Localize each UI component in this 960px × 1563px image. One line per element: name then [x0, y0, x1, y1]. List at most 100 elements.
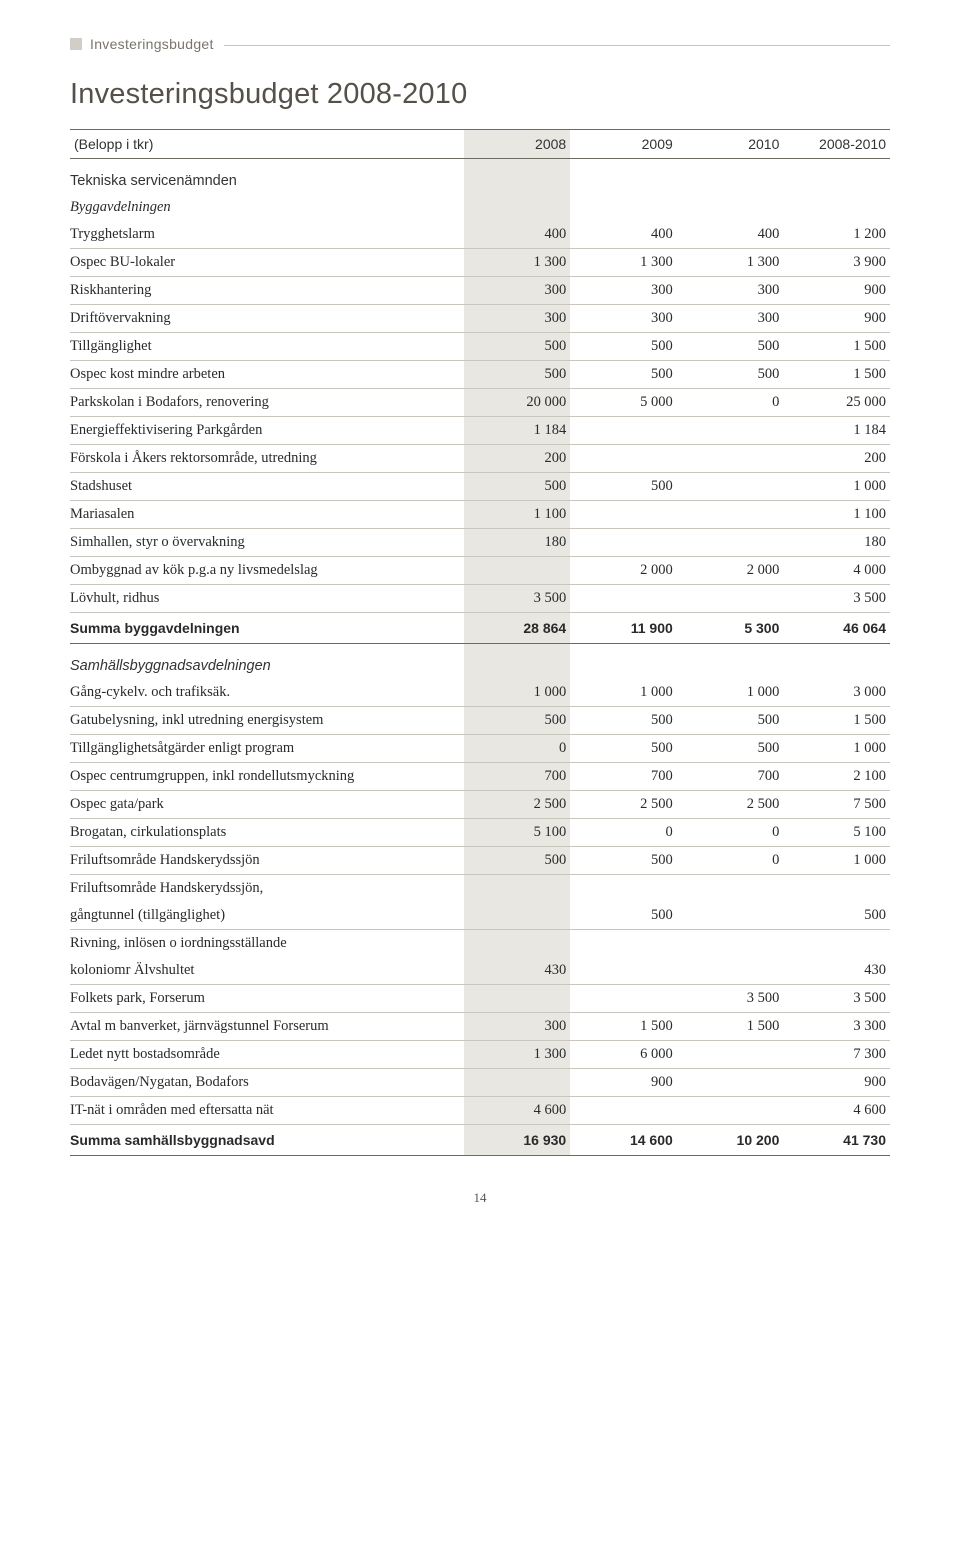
row-label: Brogatan, cirkulationsplats	[70, 819, 464, 847]
row-value: 500	[570, 847, 677, 875]
row-label: Ospec BU-lokaler	[70, 249, 464, 277]
row-value: 11 900	[570, 613, 677, 644]
row-value: 500	[464, 361, 571, 389]
table-row: Gatubelysning, inkl utredning energisyst…	[70, 707, 890, 735]
row-label: Ospec gata/park	[70, 791, 464, 819]
row-value	[783, 875, 890, 903]
page-number: 14	[70, 1190, 890, 1206]
row-value: 28 864	[464, 613, 571, 644]
row-label: IT-nät i områden med eftersatta nät	[70, 1097, 464, 1125]
row-label: Avtal m banverket, järnvägstunnel Forser…	[70, 1013, 464, 1041]
table-row: Ombyggnad av kök p.g.a ny livsmedelslag2…	[70, 557, 890, 585]
row-value: 1 300	[677, 249, 784, 277]
row-label: Byggavdelningen	[70, 194, 464, 221]
row-value: 500	[677, 361, 784, 389]
row-value	[570, 159, 677, 195]
row-value	[570, 875, 677, 903]
row-value	[677, 957, 784, 985]
row-value: 6 000	[570, 1041, 677, 1069]
table-row: Ledet nytt bostadsområde1 3006 0007 300	[70, 1041, 890, 1069]
row-value: 400	[677, 221, 784, 249]
row-value	[677, 644, 784, 680]
section-heading: Samhällsbyggnadsavdelningen	[70, 644, 890, 680]
row-value	[570, 930, 677, 958]
table-row: gångtunnel (tillgänglighet)500500	[70, 902, 890, 930]
row-label: Förskola i Åkers rektorsområde, utrednin…	[70, 445, 464, 473]
row-value: 1 500	[677, 1013, 784, 1041]
row-value	[677, 1069, 784, 1097]
row-value	[783, 159, 890, 195]
row-value	[464, 194, 571, 221]
row-value: 300	[464, 1013, 571, 1041]
row-value: 500	[783, 902, 890, 930]
row-value: 1 500	[783, 361, 890, 389]
row-value: 3 500	[783, 585, 890, 613]
row-value: 500	[677, 707, 784, 735]
row-value: 180	[783, 529, 890, 557]
row-value	[570, 417, 677, 445]
row-value	[677, 194, 784, 221]
row-value: 2 100	[783, 763, 890, 791]
row-label: Ospec centrumgruppen, inkl rondellutsmyc…	[70, 763, 464, 791]
row-label: Driftövervakning	[70, 305, 464, 333]
row-value: 700	[677, 763, 784, 791]
row-value	[570, 957, 677, 985]
row-value: 2 500	[464, 791, 571, 819]
row-value: 5 300	[677, 613, 784, 644]
row-value: 900	[570, 1069, 677, 1097]
row-value: 1 300	[464, 249, 571, 277]
section-heading: Rivning, inlösen o iordningsställande	[70, 930, 890, 958]
row-value	[570, 585, 677, 613]
row-value	[677, 159, 784, 195]
row-value: 46 064	[783, 613, 890, 644]
row-label: Trygghetslarm	[70, 221, 464, 249]
row-label: Energieffektivisering Parkgården	[70, 417, 464, 445]
row-value: 2 000	[677, 557, 784, 585]
row-value: 5 100	[783, 819, 890, 847]
row-label: Lövhult, ridhus	[70, 585, 464, 613]
row-value: 1 100	[464, 501, 571, 529]
row-value: 3 500	[464, 585, 571, 613]
row-value	[570, 194, 677, 221]
row-label: Summa samhällsbyggnadsavd	[70, 1125, 464, 1156]
row-label: gångtunnel (tillgänglighet)	[70, 902, 464, 930]
row-value: 300	[570, 305, 677, 333]
row-value: 300	[677, 305, 784, 333]
row-value: 1 000	[570, 679, 677, 707]
row-label: Gång-cykelv. och trafiksäk.	[70, 679, 464, 707]
row-value	[570, 529, 677, 557]
row-value	[677, 473, 784, 501]
table-header-row: (Belopp i tkr) 2008 2009 2010 2008-2010	[70, 130, 890, 159]
row-label: Rivning, inlösen o iordningsställande	[70, 930, 464, 958]
row-value	[677, 585, 784, 613]
row-value: 0	[677, 847, 784, 875]
row-value	[570, 644, 677, 680]
table-row: Ospec BU-lokaler1 3001 3001 3003 900	[70, 249, 890, 277]
row-value: 1 200	[783, 221, 890, 249]
row-value	[464, 875, 571, 903]
row-value: 1 300	[570, 249, 677, 277]
row-value	[783, 194, 890, 221]
row-value: 900	[783, 1069, 890, 1097]
row-value: 3 000	[783, 679, 890, 707]
table-row: Avtal m banverket, järnvägstunnel Forser…	[70, 1013, 890, 1041]
table-row: Tillgänglighet5005005001 500	[70, 333, 890, 361]
row-value: 2 500	[570, 791, 677, 819]
row-value: 16 930	[464, 1125, 571, 1156]
row-label: Ospec kost mindre arbeten	[70, 361, 464, 389]
section-heading: Friluftsområde Handskerydssjön,	[70, 875, 890, 903]
row-value: 180	[464, 529, 571, 557]
row-value: 7 500	[783, 791, 890, 819]
row-value	[464, 1069, 571, 1097]
row-value	[464, 159, 571, 195]
row-value: 900	[783, 305, 890, 333]
row-value: 300	[464, 277, 571, 305]
row-value: 700	[464, 763, 571, 791]
row-value: 500	[570, 707, 677, 735]
row-value: 1 000	[677, 679, 784, 707]
col-2008: 2008	[464, 130, 571, 159]
row-value: 1 300	[464, 1041, 571, 1069]
row-value: 200	[783, 445, 890, 473]
row-value: 400	[464, 221, 571, 249]
row-value	[677, 445, 784, 473]
